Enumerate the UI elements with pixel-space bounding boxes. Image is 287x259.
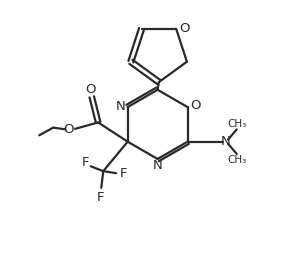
Text: O: O xyxy=(85,83,96,96)
Text: F: F xyxy=(119,167,127,180)
Text: CH₃: CH₃ xyxy=(227,119,246,129)
Text: F: F xyxy=(97,191,104,204)
Text: N: N xyxy=(221,135,231,148)
Text: O: O xyxy=(63,123,74,136)
Text: F: F xyxy=(81,156,89,169)
Text: N: N xyxy=(153,159,162,172)
Text: O: O xyxy=(190,99,201,112)
Text: CH₃: CH₃ xyxy=(227,155,246,165)
Text: N: N xyxy=(116,100,125,113)
Text: O: O xyxy=(179,22,190,35)
